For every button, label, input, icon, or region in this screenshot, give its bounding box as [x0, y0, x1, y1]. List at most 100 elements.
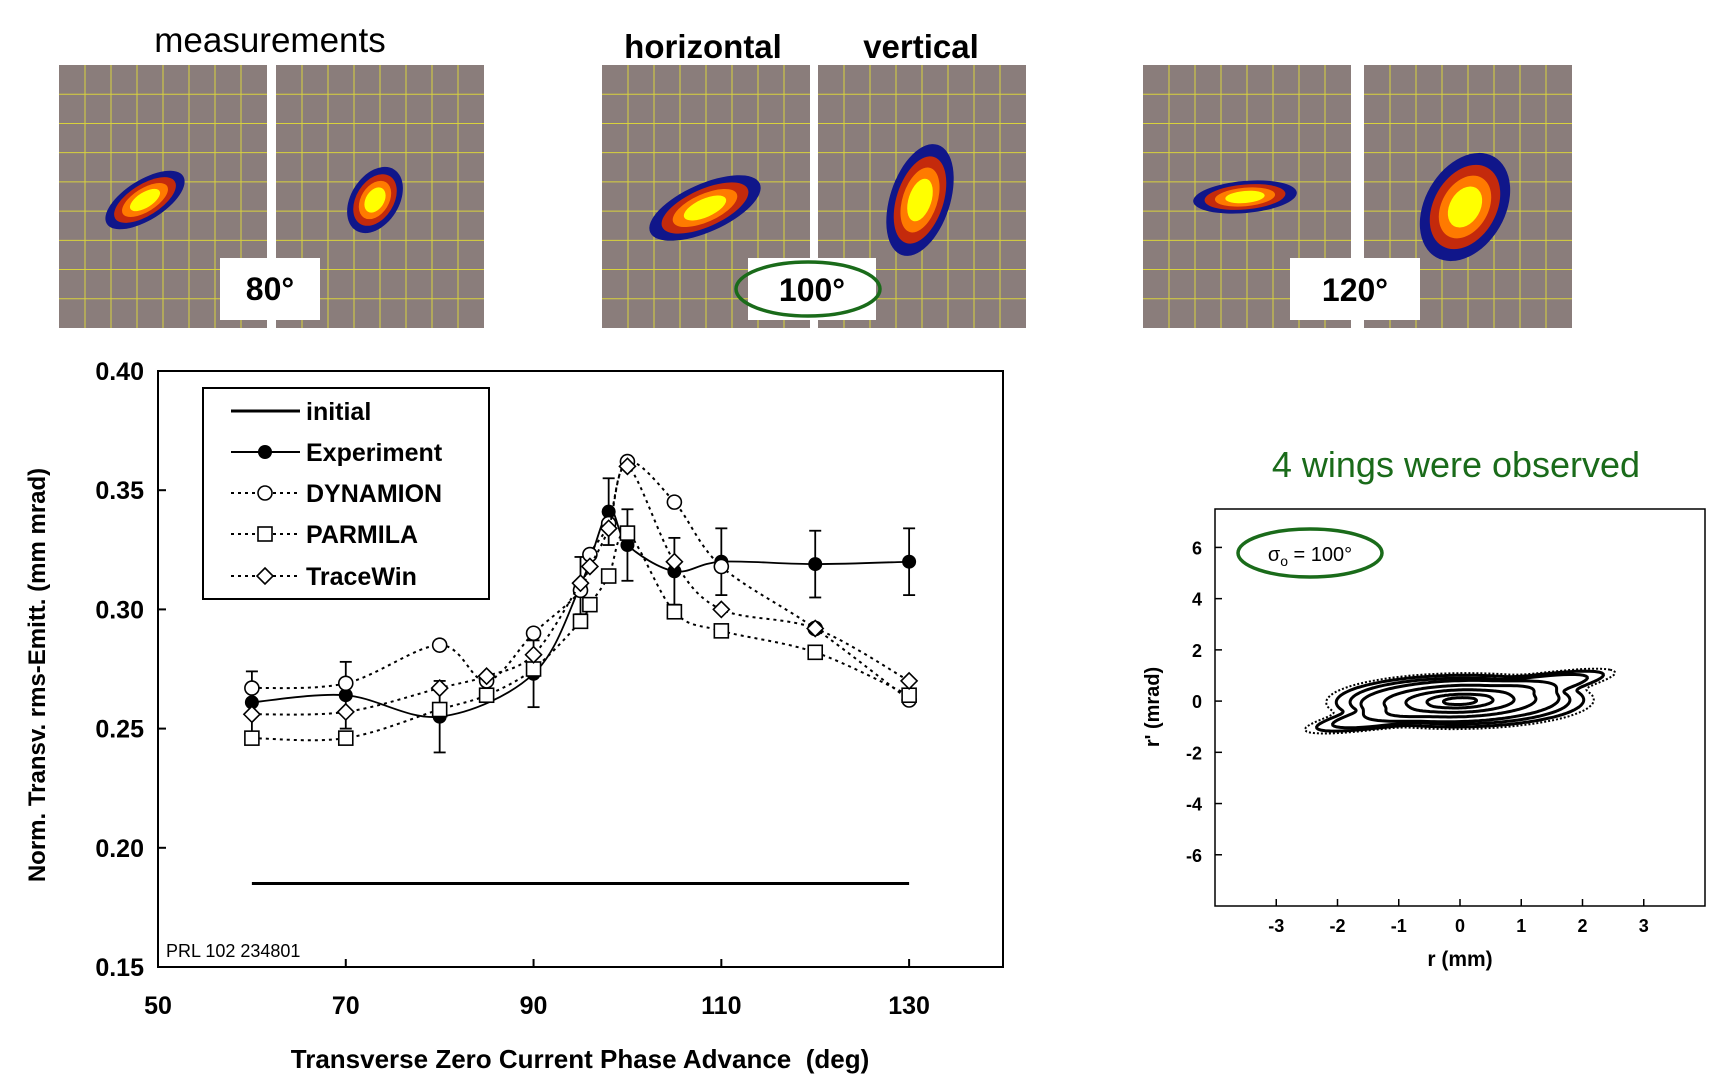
title-vertical: vertical	[863, 28, 979, 65]
data-point	[665, 552, 684, 571]
data-point	[666, 494, 683, 510]
data-point	[525, 625, 542, 642]
data-point	[901, 687, 917, 704]
series-parmila	[244, 525, 917, 746]
beam-panel	[59, 65, 267, 328]
chart2-title: 4 wings were observed	[1272, 444, 1640, 485]
sigma-highlight-ellipse	[1236, 527, 1384, 579]
chart1-legend: initial Experiment DYNAMION PARMILA Trac…	[202, 387, 490, 600]
data-point	[242, 705, 262, 724]
sigma-symbol: σ	[1268, 544, 1281, 566]
y-tick-label: -6	[1186, 846, 1202, 866]
sigma-value: = 100°	[1288, 544, 1352, 566]
sigma-subscript: o	[1280, 553, 1288, 569]
legend-text-tracewin: TraceWin	[306, 563, 417, 591]
y-tick-label: 6	[1192, 538, 1202, 558]
data-point	[620, 538, 635, 553]
beam-density-layer	[129, 188, 161, 212]
data-point	[244, 680, 260, 696]
legend-marker-experiment	[258, 445, 272, 459]
highlight-ellipse-100	[734, 260, 882, 318]
y-tick-label: 0.40	[95, 358, 144, 386]
angle-label-80: 80°	[246, 271, 294, 307]
legend-text-experiment: Experiment	[306, 439, 443, 467]
chart1-xlabel: Transverse Zero Current Phase Advance (d…	[291, 1044, 869, 1074]
legend-text-initial: initial	[306, 398, 371, 426]
y-tick-label: 0.25	[95, 716, 144, 744]
data-point	[582, 596, 598, 613]
chart1-reference: PRL 102 234801	[166, 941, 300, 961]
beam-density-layer	[1447, 186, 1483, 228]
data-point	[580, 557, 600, 576]
data-point	[806, 619, 825, 638]
data-point	[667, 564, 682, 579]
data-point	[599, 519, 618, 538]
legend-text-dynamion: DYNAMION	[306, 480, 442, 508]
data-point	[525, 661, 542, 677]
angle-label-100: 100°	[779, 272, 845, 308]
chart2-ylabel: r' (mrad)	[1142, 667, 1164, 747]
wing-contour	[1303, 667, 1617, 735]
chart2-xlabel: r (mm)	[1427, 948, 1492, 971]
data-point	[712, 600, 731, 619]
wing-contour	[1331, 673, 1589, 730]
x-tick-label: 110	[701, 992, 741, 1020]
core-contour	[1442, 696, 1478, 706]
data-point	[572, 613, 589, 630]
x-tick-label: 0	[1455, 916, 1465, 936]
data-point	[808, 557, 823, 572]
x-tick-label: 3	[1639, 916, 1649, 936]
legend-text-parmila: PARMILA	[306, 521, 418, 549]
core-contour	[1404, 688, 1516, 714]
x-tick-label: -1	[1391, 916, 1407, 936]
data-point	[618, 457, 637, 476]
data-point	[666, 603, 683, 620]
wing-contour	[1315, 669, 1605, 733]
y-tick-label: 0.20	[95, 835, 144, 863]
data-point	[337, 730, 354, 746]
data-point	[524, 645, 543, 664]
beam-density-layer	[364, 187, 386, 213]
label-box-80	[220, 258, 320, 320]
title-measurements: measurements	[154, 21, 385, 60]
emittance-chart: 0.15 0.20 0.25 0.30 0.35 0.40 50 70 90 110 130 ini…	[24, 358, 1004, 1074]
beam-density-layer	[683, 195, 727, 221]
x-tick-label: 1	[1516, 916, 1526, 936]
beam-panel	[1364, 65, 1572, 328]
data-point	[478, 687, 495, 704]
data-point	[244, 730, 260, 746]
data-point	[430, 678, 449, 698]
x-tick-label: -2	[1329, 916, 1345, 936]
data-point	[337, 675, 354, 692]
data-point	[431, 701, 448, 718]
y-tick-label: 0.15	[95, 954, 144, 982]
x-tick-label: 50	[144, 992, 172, 1020]
data-point	[619, 525, 636, 541]
series-tracewin	[242, 457, 919, 724]
legend-frame	[202, 387, 490, 600]
data-point	[807, 644, 824, 661]
phase-space-chart: 4 wings were observed -3 -2 -1 0 1 2 3 -6 -4 -2 0 2…	[1142, 444, 1706, 971]
data-point	[571, 574, 590, 593]
data-point	[902, 554, 917, 569]
y-tick-label: 0.30	[95, 596, 144, 624]
sigma-annotation: σo = 100°	[1268, 544, 1352, 569]
beam-density-layer	[907, 178, 933, 222]
measurement-panels: measurements horizontal vertical 80° 100…	[59, 21, 1572, 328]
legend-marker-tracewin	[255, 566, 275, 586]
y-tick-label: 0.35	[95, 477, 144, 505]
legend-marker-parmila	[257, 526, 273, 542]
legend-marker-dynamion	[257, 485, 273, 501]
x-tick-label: 2	[1577, 916, 1587, 936]
data-point	[431, 637, 448, 653]
x-tick-label: 70	[332, 992, 360, 1020]
x-tick-label: 90	[520, 992, 548, 1020]
y-tick-label: -4	[1186, 795, 1202, 815]
core-contour	[1359, 678, 1561, 724]
chart1-ylabel: Norm. Transv. rms-Emitt. (mm mrad)	[24, 468, 51, 882]
y-tick-label: 2	[1192, 641, 1202, 661]
core-contour	[1425, 692, 1495, 710]
x-tick-label: 130	[888, 992, 930, 1020]
data-point	[338, 688, 353, 703]
label-box-120	[1290, 258, 1420, 320]
